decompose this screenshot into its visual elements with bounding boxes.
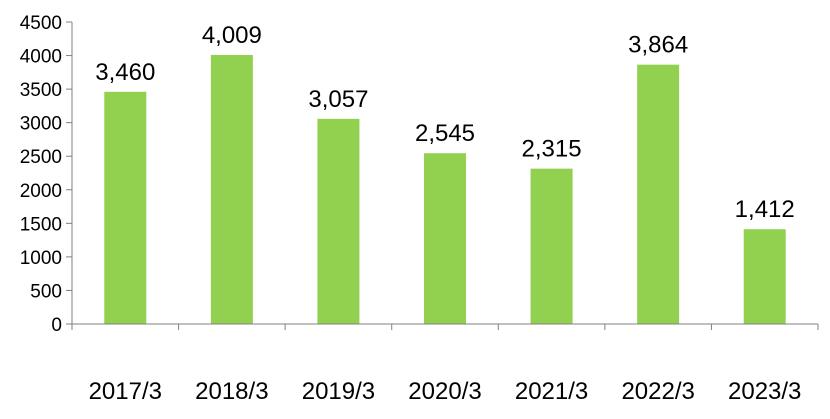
bars	[104, 54, 786, 324]
y-tick-label: 4500	[20, 13, 62, 34]
y-tick-label: 0	[51, 315, 62, 336]
bar	[104, 91, 147, 324]
y-tick-label: 2000	[20, 181, 62, 202]
y-tick-label: 3500	[20, 80, 62, 101]
x-tick-label: 2017/3	[89, 378, 162, 405]
data-label: 4,009	[202, 22, 262, 49]
y-tick-label: 1000	[20, 248, 62, 269]
data-label: 1,412	[735, 196, 795, 223]
y-tick-label: 3000	[20, 114, 62, 135]
bar	[637, 64, 680, 324]
bar	[530, 168, 573, 324]
data-label: 3,460	[95, 59, 155, 86]
x-tick-label: 2019/3	[302, 378, 375, 405]
x-tick-label: 2022/3	[621, 378, 694, 405]
data-label: 3,864	[628, 32, 688, 59]
data-labels: 3,460 4,009 3,057 2,545 2,315 3,864 1,412	[95, 22, 794, 223]
bar	[210, 54, 253, 324]
data-label: 2,545	[415, 120, 475, 147]
data-label: 2,315	[522, 136, 582, 163]
x-tick-label: 2020/3	[408, 378, 481, 405]
x-tick-label: 2018/3	[195, 378, 268, 405]
y-tick-label: 500	[30, 281, 62, 302]
y-axis: 0 500 1000 1500 2000 2500 3000 3500 4000 4500	[20, 13, 73, 336]
x-tick-label: 2021/3	[515, 378, 588, 405]
x-axis: 2017/3 2018/3 2019/3 2020/3 2021/3 2022/3 2023…	[71, 323, 819, 405]
x-tick-label: 2023/3	[728, 378, 801, 405]
data-label: 3,057	[308, 86, 368, 113]
bar	[424, 153, 466, 324]
bar	[743, 229, 786, 324]
y-tick-label: 4000	[20, 47, 62, 68]
y-tick-label: 1500	[20, 214, 62, 235]
y-tick-label: 2500	[20, 147, 62, 168]
bar	[317, 118, 360, 324]
